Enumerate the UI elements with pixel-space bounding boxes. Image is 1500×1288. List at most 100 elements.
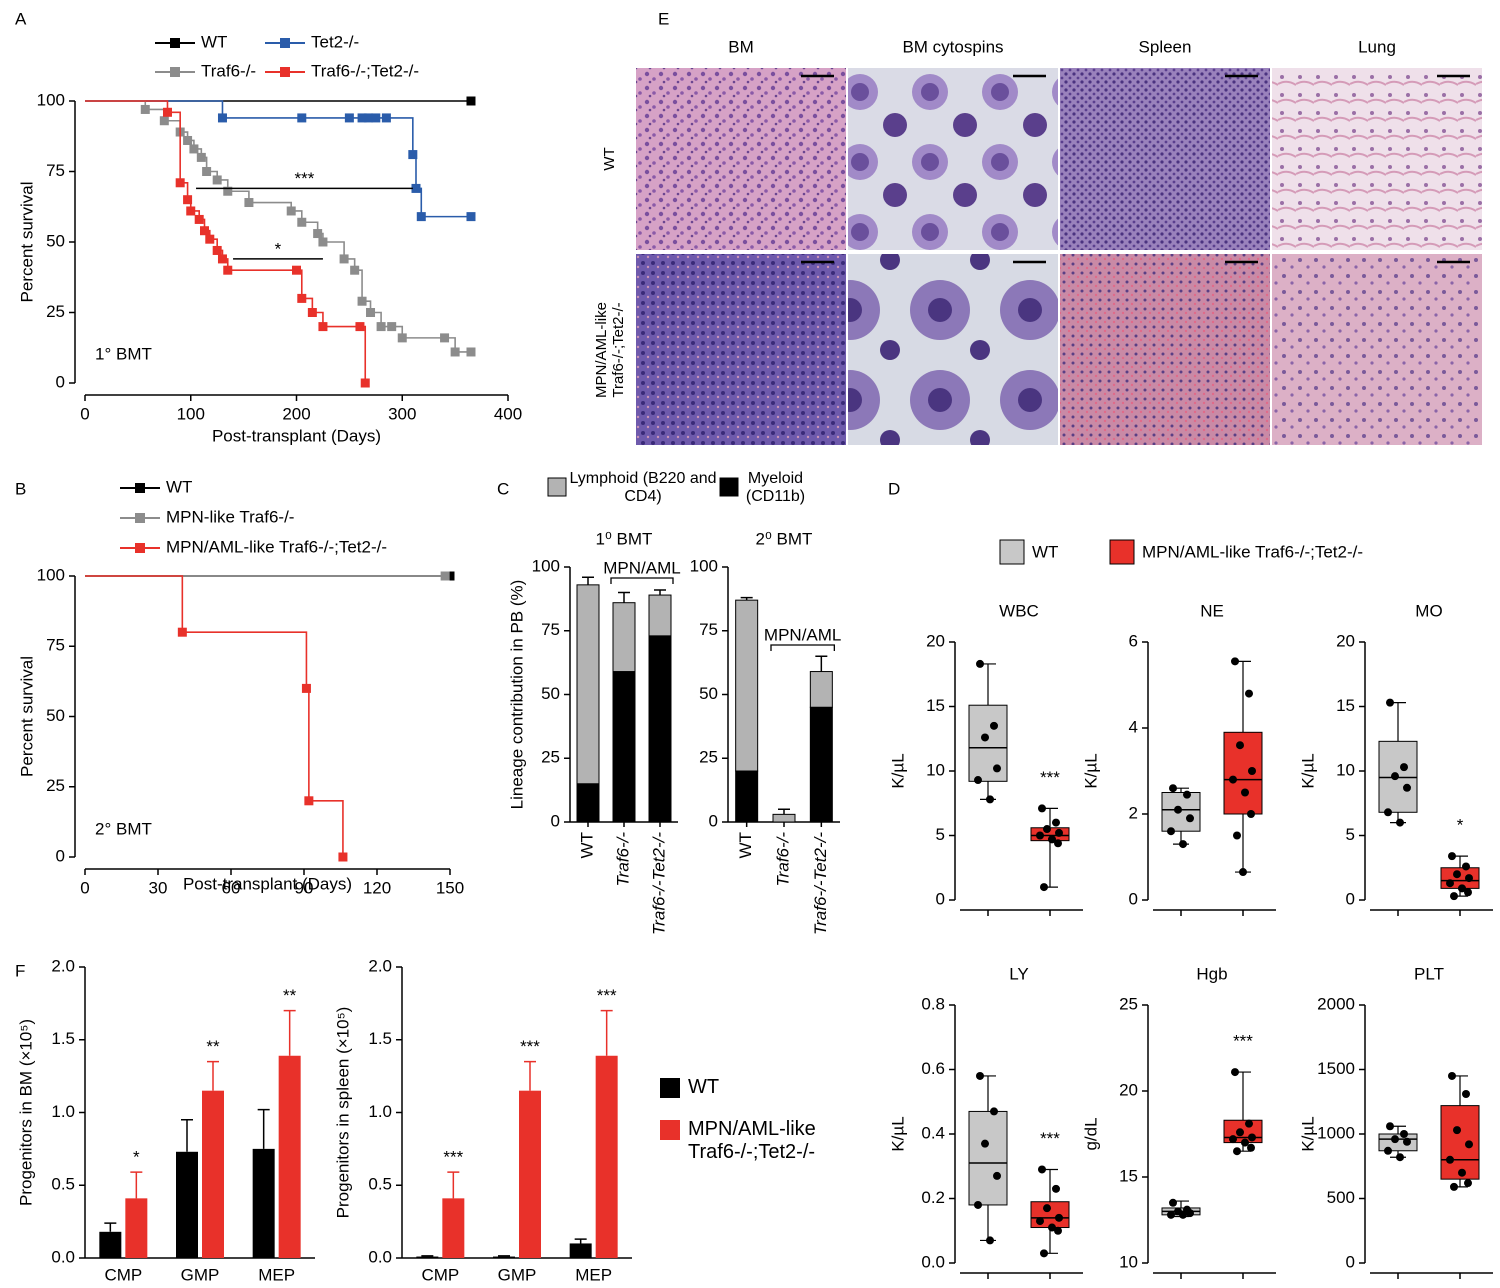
data-point bbox=[1247, 810, 1255, 818]
panel-letter: F bbox=[15, 961, 25, 980]
data-point bbox=[1233, 831, 1241, 840]
panel-label: 1° BMT bbox=[95, 344, 152, 363]
error-bar bbox=[130, 1171, 143, 1199]
data-point bbox=[1403, 783, 1411, 792]
y-tick-label: 0.2 bbox=[921, 1188, 945, 1207]
data-point bbox=[1247, 1143, 1255, 1152]
x-tick-label: 400 bbox=[494, 404, 522, 423]
panel-letter: C bbox=[497, 479, 509, 498]
data-point bbox=[1386, 1122, 1394, 1131]
survival-marker bbox=[286, 206, 296, 216]
survival-marker bbox=[363, 113, 373, 123]
y-tick-label: 10 bbox=[926, 760, 945, 779]
legend-label: WT bbox=[688, 1076, 720, 1098]
y-axis-title: Percent survival bbox=[17, 182, 36, 303]
legend-marker bbox=[135, 483, 145, 493]
data-point bbox=[1233, 1147, 1241, 1156]
data-point bbox=[1055, 828, 1063, 837]
data-point bbox=[1446, 1155, 1454, 1164]
x-tick-label: 100 bbox=[177, 404, 205, 423]
y-tick-label: 75 bbox=[46, 636, 65, 655]
survival-marker bbox=[381, 113, 391, 123]
legend-marker bbox=[135, 513, 145, 523]
survival-marker bbox=[445, 571, 455, 581]
survival-marker bbox=[440, 333, 450, 343]
data-point bbox=[1245, 1119, 1253, 1128]
y-axis-title: K/µL bbox=[888, 1116, 907, 1151]
box bbox=[968, 1110, 1008, 1206]
data-point bbox=[986, 795, 994, 804]
y-axis-title: g/dL bbox=[1081, 1117, 1100, 1150]
legend-label: Traf6-/- bbox=[201, 61, 256, 80]
y-tick-label: 0.0 bbox=[51, 1247, 75, 1266]
whisker bbox=[1390, 702, 1406, 824]
data-point bbox=[1391, 772, 1399, 781]
survival-marker bbox=[199, 226, 209, 236]
y-tick-label: 100 bbox=[532, 556, 560, 575]
x-tick-label: Traf6-/- bbox=[613, 832, 632, 887]
survival-marker bbox=[466, 96, 476, 106]
histology-image bbox=[636, 254, 846, 445]
survival-marker bbox=[318, 322, 328, 332]
data-point bbox=[1448, 852, 1456, 861]
y-tick-label: 20 bbox=[1119, 1080, 1138, 1099]
error-bar bbox=[815, 655, 828, 672]
error-bar bbox=[104, 1222, 117, 1232]
x-tick-label: 200 bbox=[282, 404, 310, 423]
data-point bbox=[1391, 1135, 1399, 1144]
data-point bbox=[1446, 879, 1454, 888]
y-tick-label: 5 bbox=[936, 825, 945, 844]
survival-marker bbox=[205, 234, 215, 244]
data-point bbox=[1186, 1209, 1194, 1218]
whisker bbox=[980, 663, 996, 800]
data-point bbox=[1174, 805, 1182, 814]
survival-marker bbox=[175, 178, 185, 188]
data-point bbox=[1245, 689, 1253, 698]
data-point bbox=[1167, 1210, 1175, 1219]
y-tick-label: 0.5 bbox=[368, 1175, 392, 1194]
legend-label: MPN/AML-like Traf6-/-;Tet2-/- bbox=[166, 537, 387, 556]
x-tick-label: WT bbox=[577, 832, 596, 858]
y-tick-label: 0.0 bbox=[368, 1247, 392, 1266]
data-point bbox=[1396, 1153, 1404, 1162]
survival-marker bbox=[217, 113, 227, 123]
bracket bbox=[610, 577, 674, 584]
data-point bbox=[1464, 888, 1472, 897]
data-point bbox=[1384, 1146, 1392, 1155]
data-point bbox=[1167, 827, 1175, 836]
error-bar bbox=[283, 1009, 296, 1056]
data-point bbox=[1229, 1135, 1237, 1144]
survival-marker bbox=[313, 229, 323, 239]
row-label: MPN/AML-like Traf6-/-;Tet2-/- bbox=[592, 301, 627, 398]
survival-marker bbox=[217, 254, 227, 264]
x-tick-label: Traf6-/- bbox=[773, 832, 792, 887]
survival-marker bbox=[304, 796, 314, 806]
survival-marker bbox=[212, 175, 222, 185]
y-tick-label: 6 bbox=[1129, 631, 1138, 650]
survival-marker bbox=[376, 322, 386, 332]
data-point bbox=[974, 776, 982, 785]
survival-marker bbox=[186, 206, 196, 216]
data-point bbox=[1038, 804, 1046, 813]
bar-segment bbox=[735, 770, 759, 823]
bracket bbox=[770, 644, 835, 651]
data-point bbox=[1231, 657, 1239, 666]
bar bbox=[252, 1148, 275, 1258]
data-point bbox=[993, 764, 1001, 773]
y-tick-label: 10 bbox=[1336, 760, 1355, 779]
survival-marker bbox=[196, 152, 206, 162]
significance: *** bbox=[295, 169, 315, 188]
survival-marker bbox=[244, 198, 254, 208]
significance: *** bbox=[520, 1037, 540, 1056]
x-tick-label: MEP bbox=[258, 1265, 295, 1284]
data-point bbox=[1036, 1217, 1044, 1226]
data-point bbox=[986, 1236, 994, 1245]
data-point bbox=[1169, 784, 1177, 793]
data-point bbox=[993, 1171, 1001, 1180]
data-point bbox=[1248, 1133, 1256, 1142]
data-point bbox=[1036, 831, 1044, 840]
survival-marker bbox=[350, 265, 360, 275]
survival-marker bbox=[189, 144, 199, 154]
panel-title: LY bbox=[1009, 964, 1029, 983]
